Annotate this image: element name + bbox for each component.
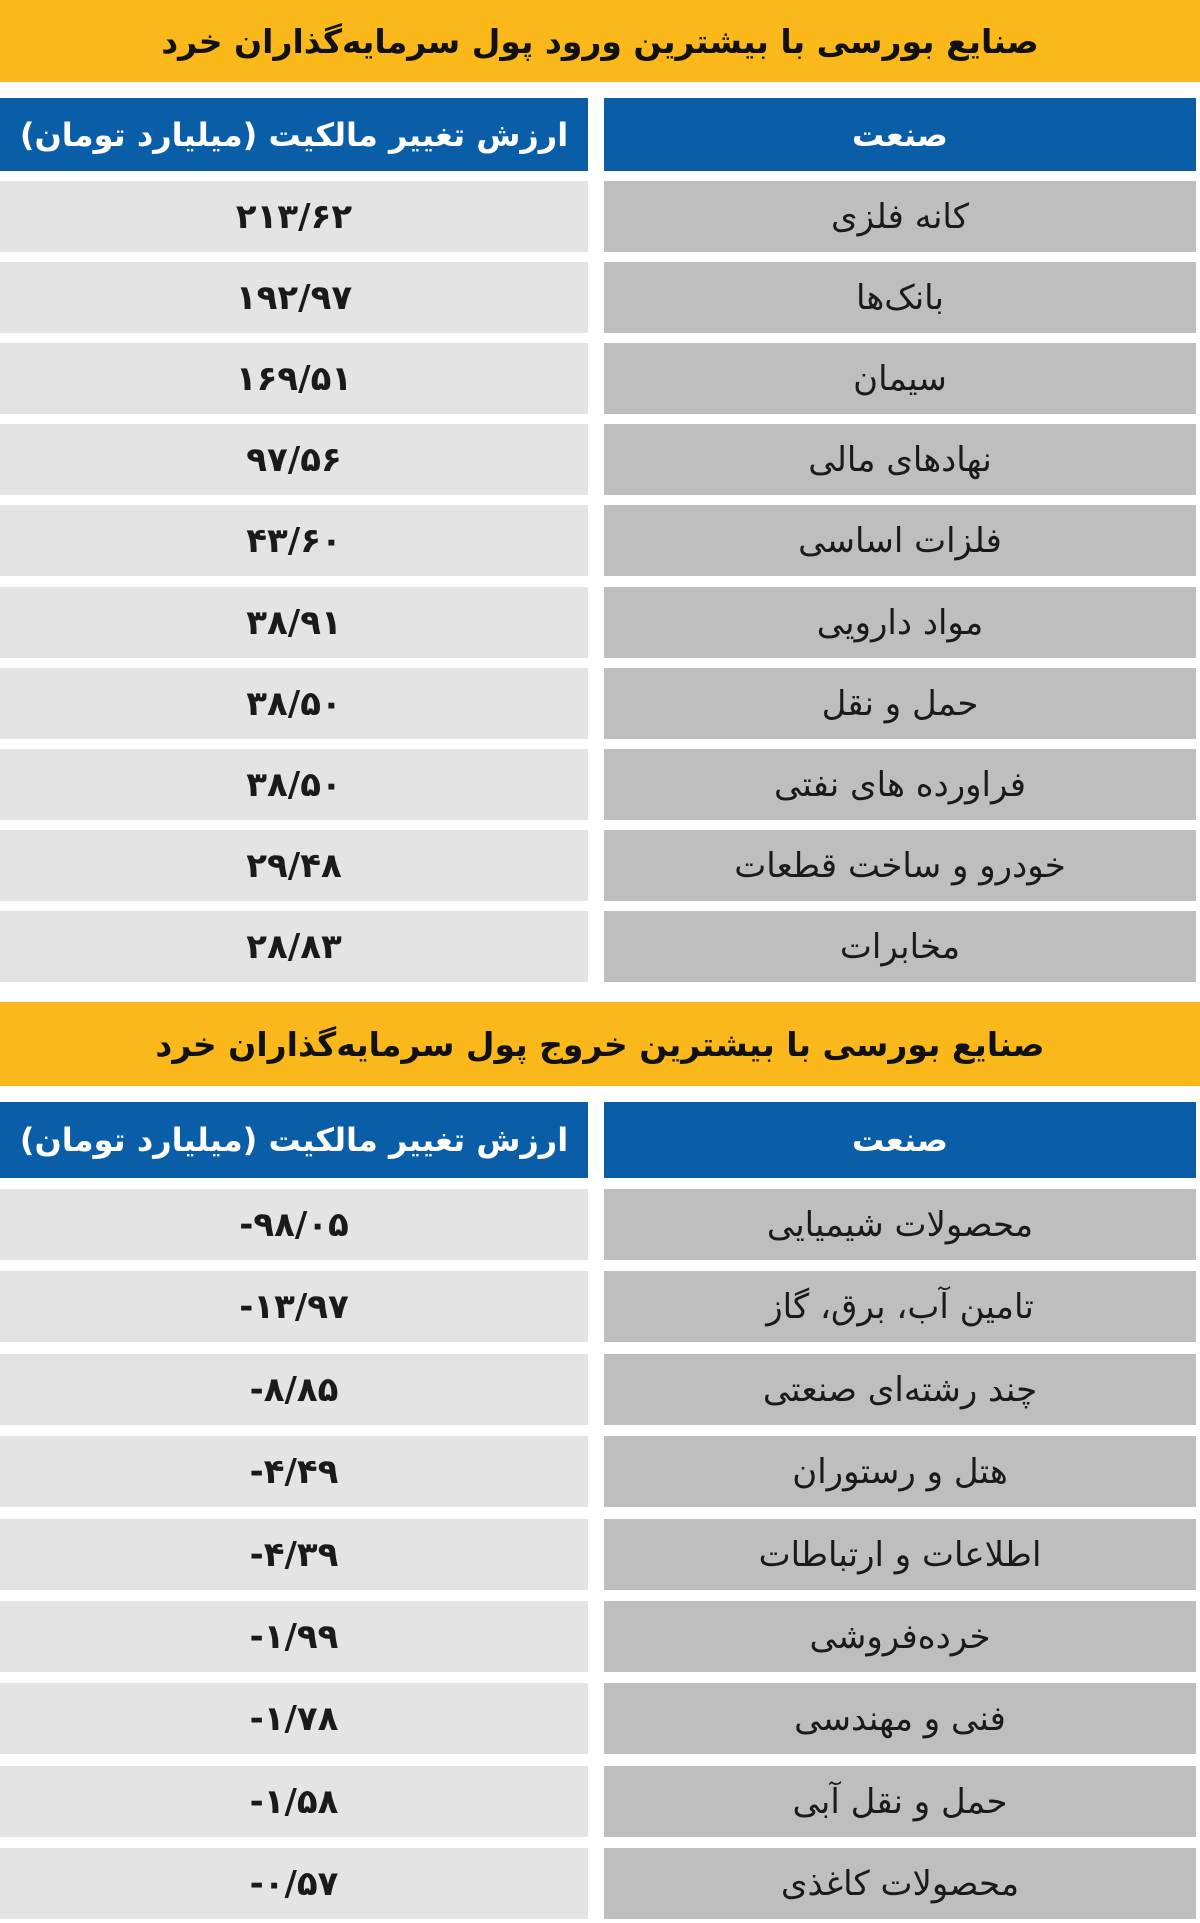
inflow-row-7-industry: فراورده های نفتی xyxy=(604,749,1196,820)
inflow-row-0-industry: کانه فلزی xyxy=(604,181,1196,252)
outflow-row-1-industry: تامین آب، برق، گاز xyxy=(604,1271,1196,1342)
inflow-title: صنایع بورسی با بیشترین ورود پول سرمایه‌گ… xyxy=(0,0,1200,82)
inflow-row-9-industry: مخابرات xyxy=(604,911,1196,982)
inflow-row-4-value: ۴۳/۶۰ xyxy=(0,505,588,576)
inflow-row-1-industry: بانک‌ها xyxy=(604,262,1196,333)
outflow-row-3-value: -۴/۴۹ xyxy=(0,1436,588,1507)
outflow-row-2-industry: چند رشته‌ای صنعتی xyxy=(604,1354,1196,1425)
outflow-row-8-value: -۰/۵۷ xyxy=(0,1848,588,1919)
outflow-row-8-industry: محصولات کاغذی xyxy=(604,1848,1196,1919)
outflow-row-0-industry: محصولات شیمیایی xyxy=(604,1189,1196,1260)
inflow-row-7-value: ۳۸/۵۰ xyxy=(0,749,588,820)
inflow-row-8-value: ۲۹/۴۸ xyxy=(0,830,588,901)
inflow-row-5-industry: مواد دارویی xyxy=(604,587,1196,658)
outflow-row-3-industry: هتل و رستوران xyxy=(604,1436,1196,1507)
outflow-row-1-value: -۱۳/۹۷ xyxy=(0,1271,588,1342)
inflow-header-value: ارزش تغییر مالکیت (میلیارد تومان) xyxy=(0,98,588,171)
inflow-row-6-value: ۳۸/۵۰ xyxy=(0,668,588,739)
inflow-row-3-industry: نهادهای مالی xyxy=(604,424,1196,495)
inflow-row-6-industry: حمل و نقل xyxy=(604,668,1196,739)
outflow-row-5-value: -۱/۹۹ xyxy=(0,1601,588,1672)
outflow-row-5-industry: خرده‌فروشی xyxy=(604,1601,1196,1672)
outflow-row-2-value: -۸/۸۵ xyxy=(0,1354,588,1425)
outflow-row-7-industry: حمل و نقل آبی xyxy=(604,1766,1196,1837)
inflow-row-2-value: ۱۶۹/۵۱ xyxy=(0,343,588,414)
outflow-header-industry: صنعت xyxy=(604,1102,1196,1178)
outflow-row-0-value: -۹۸/۰۵ xyxy=(0,1189,588,1260)
inflow-row-1-value: ۱۹۲/۹۷ xyxy=(0,262,588,333)
outflow-row-6-value: -۱/۷۸ xyxy=(0,1683,588,1754)
inflow-row-9-value: ۲۸/۸۳ xyxy=(0,911,588,982)
inflow-header-industry: صنعت xyxy=(604,98,1196,171)
inflow-row-3-value: ۹۷/۵۶ xyxy=(0,424,588,495)
inflow-row-2-industry: سیمان xyxy=(604,343,1196,414)
outflow-row-6-industry: فنی و مهندسی xyxy=(604,1683,1196,1754)
outflow-header-value: ارزش تغییر مالکیت (میلیارد تومان) xyxy=(0,1102,588,1178)
outflow-row-4-industry: اطلاعات و ارتباطات xyxy=(604,1519,1196,1590)
outflow-title: صنایع بورسی با بیشترین خروج پول سرمایه‌گ… xyxy=(0,1002,1200,1086)
inflow-row-8-industry: خودرو و ساخت قطعات xyxy=(604,830,1196,901)
outflow-row-4-value: -۴/۳۹ xyxy=(0,1519,588,1590)
inflow-row-0-value: ۲۱۳/۶۲ xyxy=(0,181,588,252)
outflow-row-7-value: -۱/۵۸ xyxy=(0,1766,588,1837)
inflow-row-5-value: ۳۸/۹۱ xyxy=(0,587,588,658)
inflow-row-4-industry: فلزات اساسی xyxy=(604,505,1196,576)
